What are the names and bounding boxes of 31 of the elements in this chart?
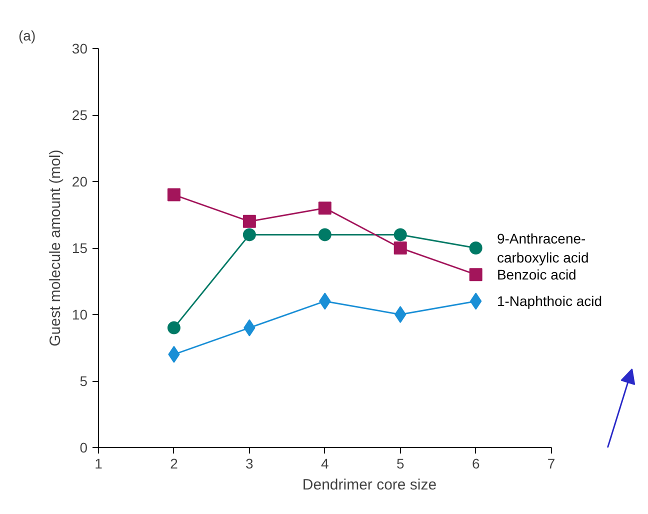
point [394,228,407,242]
y-axis-title: Guest molecule amount (mol) [46,150,64,346]
x-tick-label: 3 [246,456,254,472]
y-tick-label: 5 [80,373,88,389]
series-label: 9-Anthracene- carboxylic acid [496,230,589,266]
x-tick-label: 5 [396,456,404,472]
point [394,242,407,254]
y-tick-label: 30 [72,40,88,56]
point [469,268,482,282]
x-tick-label: 6 [472,456,480,472]
x-tick-label: 7 [547,456,556,472]
point [167,321,180,334]
point [242,214,256,228]
point [167,188,180,202]
y-tick-label: 25 [72,107,88,123]
x-tick-label: 4 [321,456,330,472]
y-tick-label: 10 [72,306,88,322]
x-tick-label: 1 [94,456,103,472]
series-label: 1-Naphthoic acid [496,293,602,310]
point [318,202,332,215]
series-label: Benzoic acid [496,266,576,283]
x-tick-label: 2 [170,456,178,472]
point [469,242,482,254]
chart-title: (a) [18,28,36,44]
y-tick-label: 20 [72,174,88,190]
y-tick-label: 0 [80,440,88,456]
point [318,228,332,242]
point [242,228,256,242]
x-axis-title: Dendrimer core size [302,476,437,494]
point [394,306,406,323]
y-tick-label: 15 [72,240,88,256]
